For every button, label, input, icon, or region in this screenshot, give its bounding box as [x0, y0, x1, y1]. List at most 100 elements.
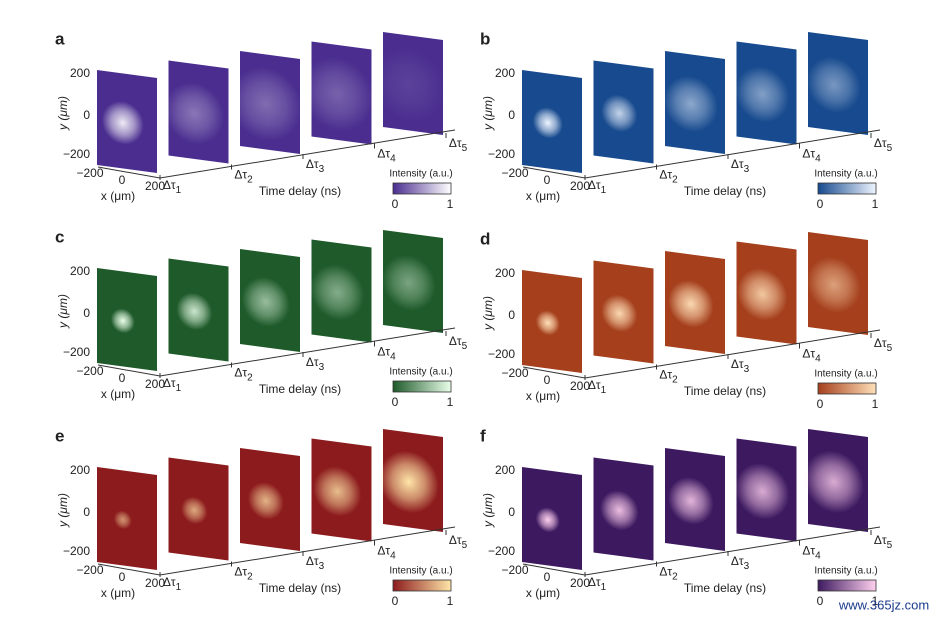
delay-symbol: Δτ: [731, 554, 744, 568]
delay-symbol: Δτ: [588, 378, 601, 392]
delay-label: Δτ3: [306, 157, 325, 174]
image-frame: [378, 429, 443, 532]
colorbar-tick-label: 1: [447, 197, 454, 211]
image-frame: [735, 438, 797, 542]
delay-label: Δτ3: [731, 157, 750, 174]
x-axis-label: x (μm): [526, 586, 560, 600]
delay-label: Δτ2: [659, 168, 678, 185]
image-frame: [593, 60, 654, 164]
delay-index: 5: [462, 540, 468, 551]
colorbar: [817, 579, 877, 592]
delay-symbol: Δτ: [163, 575, 176, 589]
x-axis-label: x (μm): [526, 389, 560, 403]
delay-index: 1: [601, 385, 607, 396]
image-frame: [665, 448, 725, 551]
image-frame: [593, 260, 654, 364]
image-frame: [229, 51, 302, 154]
delay-label: Δτ5: [449, 334, 468, 351]
delay-label: Δτ4: [377, 345, 396, 362]
delay-symbol: Δτ: [234, 565, 247, 579]
delay-index: 2: [672, 174, 678, 185]
image-frame: [522, 270, 582, 373]
delay-symbol: Δτ: [659, 168, 672, 182]
delay-axis-label: Time delay (ns): [259, 184, 341, 198]
x-tick-label: 200: [145, 576, 165, 590]
delay-label: Δτ3: [731, 357, 750, 374]
delay-symbol: Δτ: [659, 565, 672, 579]
delay-axis-label: Time delay (ns): [684, 581, 766, 595]
intensity-blob: [601, 94, 638, 133]
delay-symbol: Δτ: [306, 355, 319, 369]
intensity-blob: [535, 507, 560, 533]
delay-index: 2: [672, 374, 678, 385]
y-tick-label: 200: [70, 264, 90, 278]
colorbar-label: Intensity (a.u.): [389, 169, 452, 180]
image-frame: [663, 51, 725, 154]
intensity-blob: [313, 466, 362, 517]
image-frame: [97, 467, 157, 570]
delay-label: Δτ4: [377, 147, 396, 164]
delay-index: 3: [744, 561, 750, 572]
colorbar-tick-label: 1: [872, 594, 879, 608]
delay-index: 1: [176, 582, 182, 593]
y-tick-label: −200: [63, 544, 90, 558]
colorbar-tick-label: 0: [817, 397, 824, 411]
delay-index: 1: [601, 582, 607, 593]
delay-symbol: Δτ: [874, 533, 887, 547]
colorbar-tick-label: 1: [447, 395, 454, 409]
y-tick-label: 0: [508, 505, 515, 519]
delay-index: 3: [319, 362, 325, 373]
panel-label: f: [480, 426, 486, 445]
y-tick-label: −200: [488, 147, 515, 161]
intensity-blob: [806, 256, 861, 313]
delay-symbol: Δτ: [449, 136, 462, 150]
delay-symbol: Δτ: [802, 544, 815, 558]
x-axis-label: x (μm): [101, 189, 135, 203]
delay-label: Δτ5: [874, 136, 893, 153]
image-frame: [736, 241, 797, 345]
delay-index: 3: [319, 561, 325, 572]
x-tick-label: 0: [119, 371, 126, 385]
y-tick-label: 200: [495, 463, 515, 477]
delay-index: 2: [672, 571, 678, 582]
intensity-blob: [668, 477, 714, 525]
image-frame: [168, 258, 229, 362]
x-axis-label: x (μm): [101, 387, 135, 401]
delay-axis-label: Time delay (ns): [259, 382, 341, 396]
delay-index: 2: [247, 372, 253, 383]
delay-symbol: Δτ: [588, 575, 601, 589]
y-tick-label: −200: [63, 345, 90, 359]
intensity-blob: [229, 66, 302, 142]
y-axis-label: y (μm): [56, 96, 70, 131]
y-tick-label: −200: [488, 347, 515, 361]
intensity-blob: [241, 276, 290, 327]
y-tick-label: 0: [508, 308, 515, 322]
x-tick-label: 0: [119, 173, 126, 187]
image-frame: [593, 457, 654, 561]
delay-label: Δτ3: [306, 355, 325, 372]
y-tick-label: −200: [488, 544, 515, 558]
delay-symbol: Δτ: [234, 168, 247, 182]
panel-label: a: [55, 29, 65, 48]
delay-symbol: Δτ: [377, 147, 390, 161]
image-frame: [97, 268, 157, 371]
delay-index: 3: [744, 364, 750, 375]
delay-index: 5: [462, 341, 468, 352]
panel-label: b: [480, 29, 490, 48]
x-tick-label: 0: [544, 373, 551, 387]
x-tick-label: −200: [76, 364, 103, 378]
y-tick-label: 200: [495, 266, 515, 280]
colorbar-tick-label: 0: [817, 197, 824, 211]
delay-symbol: Δτ: [874, 336, 887, 350]
image-frame: [803, 429, 868, 532]
intensity-blob: [113, 510, 132, 530]
image-frame: [372, 32, 445, 135]
x-tick-label: 0: [119, 570, 126, 584]
image-frame: [665, 251, 725, 354]
colorbar-tick-label: 1: [447, 594, 454, 608]
x-tick-label: −200: [501, 563, 528, 577]
intensity-blob: [247, 482, 284, 520]
